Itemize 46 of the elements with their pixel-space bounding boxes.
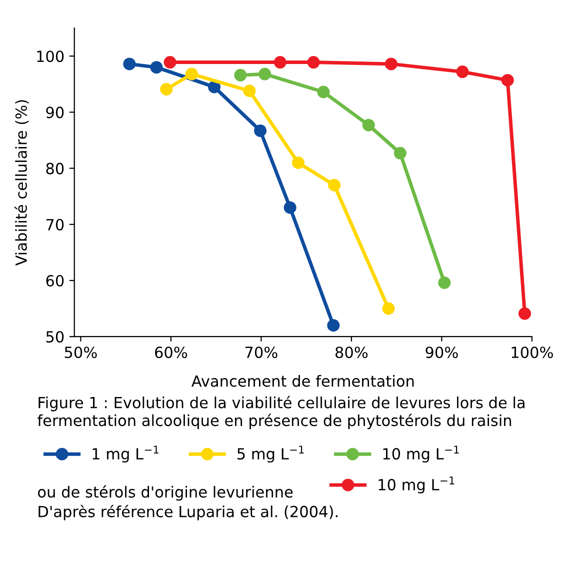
point — [254, 124, 267, 137]
point — [243, 84, 256, 98]
point — [185, 68, 198, 80]
point — [284, 201, 296, 214]
y-tick-label: 100 — [37, 50, 64, 62]
x-tick-label: 70% — [245, 346, 278, 358]
point — [518, 307, 531, 320]
y-tick-label: 60 — [46, 274, 64, 287]
point — [208, 80, 221, 94]
point — [123, 58, 136, 70]
y-tick-label: 70 — [46, 218, 64, 230]
text: D'après référence Luparia et al. (2004). — [38, 504, 338, 520]
point — [292, 156, 304, 169]
point — [394, 146, 406, 160]
legend-label: 10 mg L$^{−1}$ — [383, 446, 459, 463]
point — [274, 56, 286, 69]
point — [362, 118, 375, 132]
point — [328, 178, 341, 192]
point — [438, 276, 451, 289]
point — [164, 56, 176, 69]
y-tick-label: 80 — [46, 162, 64, 174]
point — [456, 66, 469, 78]
point — [384, 58, 398, 70]
point — [234, 68, 247, 82]
x-tick-label: 90% — [426, 346, 458, 358]
point — [307, 56, 320, 69]
x-axis-title: Avancement de fermentation — [191, 374, 414, 387]
text: ou de stérols d'origine levurienne — [38, 485, 293, 501]
x-tick-label: 60% — [155, 346, 188, 358]
point — [317, 86, 330, 98]
legend-label: 1 mg L$^{−1}$ — [92, 446, 158, 463]
caption: Figure 1 : Evolution de la viabilité cellulaire de levures lors de la fermentation alcoolique en présence de phytostérols du raisin — [38, 396, 524, 430]
x-tick-label: 50% — [64, 346, 97, 358]
point — [160, 82, 173, 96]
point — [501, 74, 514, 86]
point — [258, 68, 272, 80]
y-tick-label: 50 — [46, 331, 64, 343]
legend-label: 5 mg L$^{−1}$ — [238, 446, 304, 463]
x-tick-label: 100% — [512, 346, 553, 358]
point — [327, 319, 340, 332]
x-tick-label: 80% — [336, 346, 368, 358]
legend-label: 10 mg L$^{−1}$ — [378, 476, 454, 494]
y-axis-title: Viabilité cellulaire (%) — [14, 100, 29, 266]
point — [150, 61, 163, 74]
y-tick-label: 90 — [46, 106, 64, 118]
point — [382, 302, 395, 315]
